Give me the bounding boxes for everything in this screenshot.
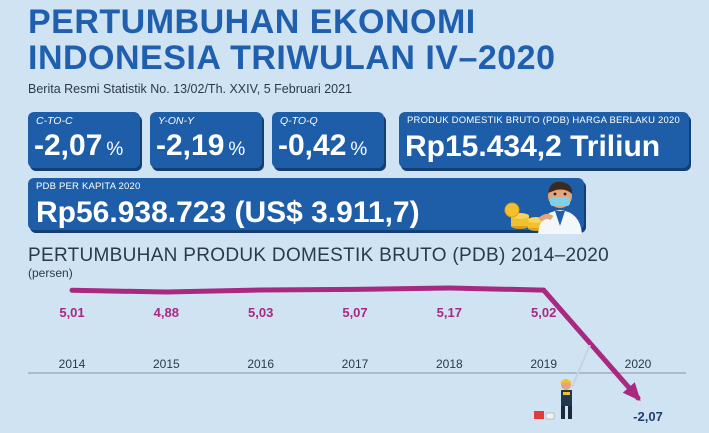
x-tick-label: 2018 [436, 357, 463, 371]
q-to-q-value: -0,42 [278, 129, 347, 162]
y-on-y-label: Y-ON-Y [158, 115, 194, 127]
x-tick-label: 2015 [153, 357, 180, 371]
data-label: 5,01 [59, 305, 84, 320]
per-capita-card: PDB PER KAPITA 2020 Rp56.938.723 (US$ 3.… [28, 178, 584, 230]
data-label: 5,02 [531, 305, 556, 320]
pdb-value: Rp15.434,2 Triliun [405, 130, 661, 163]
worker-icon [534, 345, 591, 420]
series-line-segment [446, 285, 547, 293]
q-to-q-value-wrap: -0,42% [278, 129, 367, 163]
c-to-c-label: C-TO-C [36, 115, 73, 127]
x-tick-label: 2019 [530, 357, 557, 371]
per-capita-label: PDB PER KAPITA 2020 [36, 181, 141, 192]
c-to-c-card: C-TO-C -2,07% [28, 112, 140, 168]
q-to-q-unit: % [350, 139, 368, 160]
x-tick-label: 2017 [342, 357, 369, 371]
title-line-1: PERTUMBUHAN EKONOMI [28, 3, 476, 41]
data-label: 5,07 [342, 305, 367, 320]
c-to-c-unit: % [106, 139, 124, 160]
q-to-q-label: Q-TO-Q [280, 115, 318, 127]
title-line-2: INDONESIA TRIWULAN IV–2020 [28, 39, 556, 77]
data-label: -2,07 [633, 409, 663, 424]
pdb-label: PRODUK DOMESTIK BRUTO (PDB) HARGA BERLAK… [407, 115, 680, 126]
page-subtitle: Berita Resmi Statistik No. 13/02/Th. XXI… [28, 82, 352, 96]
data-label: 4,88 [154, 305, 179, 320]
data-label: 5,17 [437, 305, 462, 320]
pdb-card: PRODUK DOMESTIK BRUTO (PDB) HARGA BERLAK… [399, 112, 689, 168]
per-capita-value: Rp56.938.723 (US$ 3.911,7) [36, 196, 420, 229]
series-line-segment [258, 286, 358, 293]
series-line-segment [163, 287, 264, 295]
x-tick-label: 2016 [247, 357, 274, 371]
c-to-c-value: -2,07 [34, 129, 103, 162]
q-to-q-card: Q-TO-Q -0,42% [272, 112, 384, 168]
x-tick-label: 2014 [59, 357, 86, 371]
businessman-icon [504, 181, 582, 234]
x-tick-label: 2020 [625, 357, 652, 371]
y-on-y-value-wrap: -2,19% [156, 129, 245, 163]
y-on-y-card: Y-ON-Y -2,19% [150, 112, 262, 168]
chart-ylabel: (persen) [28, 266, 73, 280]
c-to-c-value-wrap: -2,07% [34, 129, 123, 163]
chart-title: PERTUMBUHAN PRODUK DOMESTIK BRUTO (PDB) … [28, 245, 609, 266]
series-line-segment [352, 285, 452, 292]
page-title: PERTUMBUHAN EKONOMI INDONESIA TRIWULAN I… [28, 4, 556, 76]
y-on-y-value: -2,19 [156, 129, 225, 162]
y-on-y-unit: % [228, 139, 246, 160]
data-label: 5,03 [248, 305, 273, 320]
series-line-segment [69, 287, 169, 295]
line-arrowhead [622, 382, 641, 402]
series-line-segment [541, 287, 641, 401]
